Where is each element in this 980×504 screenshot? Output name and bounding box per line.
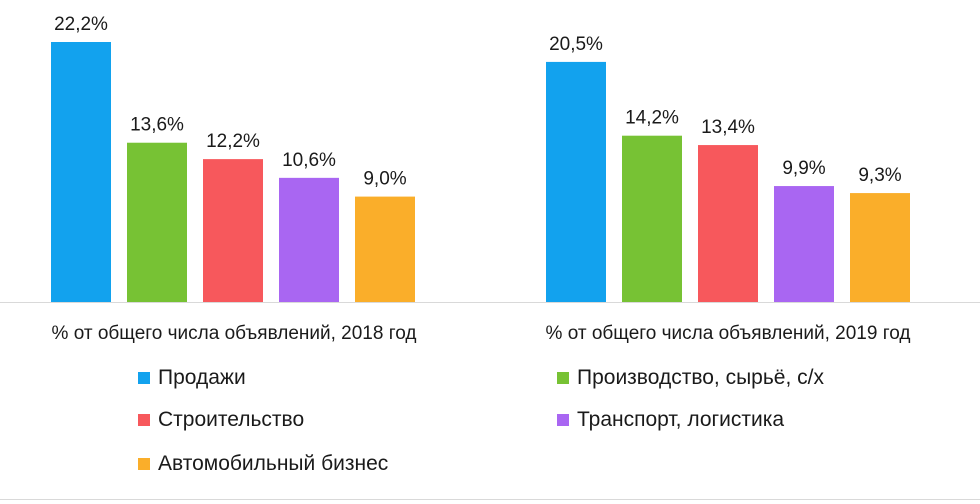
bar-1-0 — [546, 61, 606, 302]
data-label-1-2: 13,4% — [701, 117, 755, 138]
data-label-0-4: 9,0% — [363, 169, 406, 190]
bar-0-1 — [127, 142, 187, 302]
data-label-0-3: 10,6% — [282, 150, 336, 171]
data-label-1-3: 9,9% — [782, 158, 825, 179]
bar-0-2 — [203, 159, 263, 302]
bar-1-1 — [622, 135, 682, 302]
data-label-0-0: 22,2% — [54, 14, 108, 35]
category-label-1: % от общего числа объявлений, 2019 год — [546, 323, 911, 344]
bar-chart: 22,2% 13,6% 12,2% 10,6% 9,0% % от общего числ… — [0, 14, 980, 344]
bar-0-0 — [51, 42, 111, 302]
legend-swatch-production — [557, 372, 569, 384]
legend-item-automotive: Автомобильный бизнес — [138, 452, 388, 476]
data-label-1-4: 9,3% — [858, 165, 901, 186]
legend-label-construction: Строительство — [158, 408, 305, 431]
legend-label-transport: Транспорт, логистика — [577, 408, 785, 431]
legend-label-sales: Продажи — [158, 366, 246, 389]
legend: Продажи Производство, сырьё, с/х Строите… — [0, 358, 980, 498]
legend-swatch-sales — [138, 372, 150, 384]
legend-swatch-transport — [557, 414, 569, 426]
bar-1-2 — [698, 145, 758, 302]
legend-item-transport: Транспорт, логистика — [557, 408, 784, 432]
category-label-0: % от общего числа объявлений, 2018 год — [52, 323, 417, 344]
data-label-1-0: 20,5% — [549, 34, 603, 55]
data-label-1-1: 14,2% — [625, 108, 679, 129]
legend-item-sales: Продажи — [138, 366, 246, 390]
data-label-0-1: 13,6% — [130, 115, 184, 136]
bar-1-3 — [774, 186, 834, 302]
bar-1-4 — [850, 193, 910, 302]
legend-item-construction: Строительство — [138, 408, 304, 432]
legend-label-automotive: Автомобильный бизнес — [158, 452, 389, 475]
legend-item-production: Производство, сырьё, с/х — [557, 366, 824, 390]
legend-swatch-automotive — [138, 458, 150, 470]
bar-0-4 — [355, 196, 415, 302]
data-label-0-2: 12,2% — [206, 131, 260, 152]
legend-label-production: Производство, сырьё, с/х — [577, 366, 824, 389]
bottom-divider — [0, 499, 980, 500]
legend-swatch-construction — [138, 414, 150, 426]
bar-0-3 — [279, 177, 339, 302]
